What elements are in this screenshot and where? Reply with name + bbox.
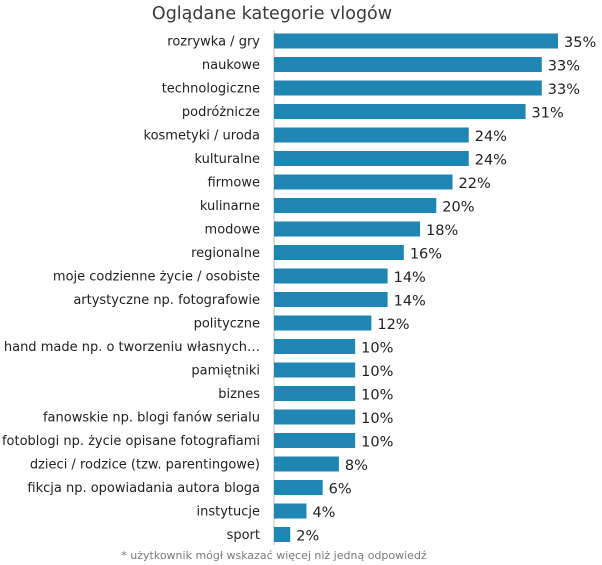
bar xyxy=(274,339,356,354)
category-label: sport xyxy=(227,528,260,543)
category-label: artystyczne np. fotografowie xyxy=(73,293,260,308)
value-label: 24% xyxy=(475,153,507,169)
value-label: 10% xyxy=(361,364,393,380)
value-label: 8% xyxy=(345,458,368,474)
value-label: 33% xyxy=(548,59,580,75)
category-label: instytucje xyxy=(196,505,260,520)
category-label: biznes xyxy=(218,387,260,402)
category-label: polityczne xyxy=(194,317,260,332)
bar xyxy=(274,527,291,542)
bar xyxy=(274,315,372,331)
category-label: modowe xyxy=(205,223,260,238)
bar xyxy=(274,198,437,213)
footnote: * użytkownik mógł wskazać więcej niż jed… xyxy=(121,549,427,562)
value-label: 10% xyxy=(361,388,393,404)
category-label: pamiętniki xyxy=(191,364,260,379)
bar xyxy=(274,433,356,448)
category-label: kulturalne xyxy=(195,152,260,167)
category-label: hand made np. o tworzeniu własnych… xyxy=(4,340,260,355)
bar xyxy=(274,127,469,143)
category-label: kosmetyki / uroda xyxy=(144,129,261,144)
bar xyxy=(274,409,356,425)
bar xyxy=(274,104,526,119)
bar xyxy=(274,362,356,378)
category-label: fanowskie np. blogi fanów serialu xyxy=(43,411,260,426)
category-label: regionalne xyxy=(191,246,260,261)
bar xyxy=(274,386,356,401)
category-label: podróżnicze xyxy=(182,105,260,120)
category-label: dzieci / rodzice (tzw. parentingowe) xyxy=(30,458,260,473)
value-label: 24% xyxy=(475,129,507,145)
category-label: fikcja np. opowiadania autora bloga xyxy=(27,481,260,496)
value-label: 12% xyxy=(377,317,409,333)
value-label: 10% xyxy=(361,341,393,357)
category-label: moje codzienne życie / osobiste xyxy=(53,270,260,285)
value-label: 31% xyxy=(532,106,564,122)
bar xyxy=(274,151,469,166)
bars-group: rozrywka / gry 35% naukowe 33% technologiczn… xyxy=(2,33,596,545)
chart-title: Oglądane kategorie vlogów xyxy=(152,4,392,24)
bar xyxy=(274,221,421,237)
value-label: 35% xyxy=(564,35,596,51)
value-label: 14% xyxy=(394,270,426,286)
bar xyxy=(274,503,307,519)
bar xyxy=(274,456,339,472)
bar xyxy=(274,268,388,284)
category-label: technologiczne xyxy=(162,82,260,97)
value-label: 4% xyxy=(312,505,335,521)
value-label: 2% xyxy=(296,529,319,545)
bar xyxy=(274,57,542,72)
value-label: 6% xyxy=(329,482,352,498)
value-label: 16% xyxy=(410,247,442,263)
value-label: 33% xyxy=(548,82,580,98)
value-label: 22% xyxy=(459,176,491,192)
bar xyxy=(274,245,404,260)
category-label: rozrywka / gry xyxy=(167,35,260,50)
category-label: firmowe xyxy=(207,176,260,191)
value-label: 14% xyxy=(394,294,426,310)
bar xyxy=(274,33,558,49)
category-label: kulinarne xyxy=(200,199,260,214)
bar xyxy=(274,292,388,307)
category-label: naukowe xyxy=(202,58,260,73)
value-label: 18% xyxy=(426,223,458,239)
value-label: 20% xyxy=(442,200,474,216)
bar xyxy=(274,174,453,190)
category-label: fotoblogi np. życie opisane fotografiami xyxy=(2,434,260,449)
value-label: 10% xyxy=(361,411,393,427)
value-label: 10% xyxy=(361,435,393,451)
bar xyxy=(274,480,323,495)
bar xyxy=(274,80,542,96)
